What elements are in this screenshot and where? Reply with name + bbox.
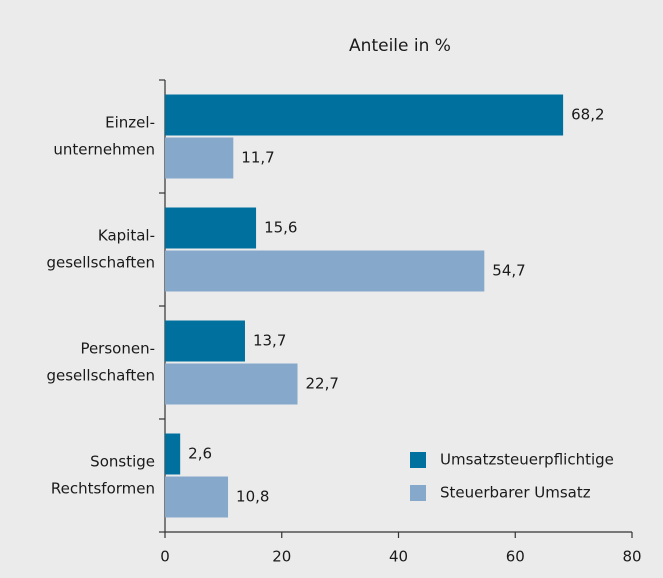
value-label: 13,7 <box>253 332 286 350</box>
y-tick-label: unternehmen <box>53 141 155 159</box>
x-tick-label: 40 <box>389 548 408 566</box>
value-label: 2,6 <box>188 445 212 463</box>
legend-label: Umsatzsteuerpflichtige <box>440 451 614 469</box>
chart-title: Anteile in % <box>349 36 451 56</box>
bar <box>165 320 245 362</box>
y-tick-label: Sonstige <box>90 453 155 471</box>
y-tick-label: Personen- <box>80 340 155 358</box>
y-tick-label: gesellschaften <box>46 367 155 385</box>
y-tick-label: gesellschaften <box>46 254 155 272</box>
bar <box>165 94 564 136</box>
x-tick-label: 0 <box>160 548 170 566</box>
bar <box>165 476 229 518</box>
value-label: 22,7 <box>306 375 339 393</box>
value-label: 10,8 <box>236 488 269 506</box>
x-tick-label: 80 <box>622 548 641 566</box>
legend-swatch <box>410 452 426 468</box>
value-label: 68,2 <box>571 106 604 124</box>
bar <box>165 137 234 179</box>
value-label: 54,7 <box>492 262 525 280</box>
bar <box>165 207 257 249</box>
bar <box>165 433 181 475</box>
y-tick-label: Einzel- <box>105 114 155 132</box>
x-tick-label: 60 <box>506 548 525 566</box>
bar <box>165 363 298 405</box>
bar <box>165 250 485 292</box>
legend-label: Steuerbarer Umsatz <box>440 484 591 502</box>
x-tick-label: 20 <box>272 548 291 566</box>
y-tick-label: Rechtsformen <box>51 480 155 498</box>
legend-swatch <box>410 485 426 501</box>
value-label: 11,7 <box>241 149 274 167</box>
y-tick-label: Kapital- <box>98 227 155 245</box>
value-label: 15,6 <box>264 219 297 237</box>
